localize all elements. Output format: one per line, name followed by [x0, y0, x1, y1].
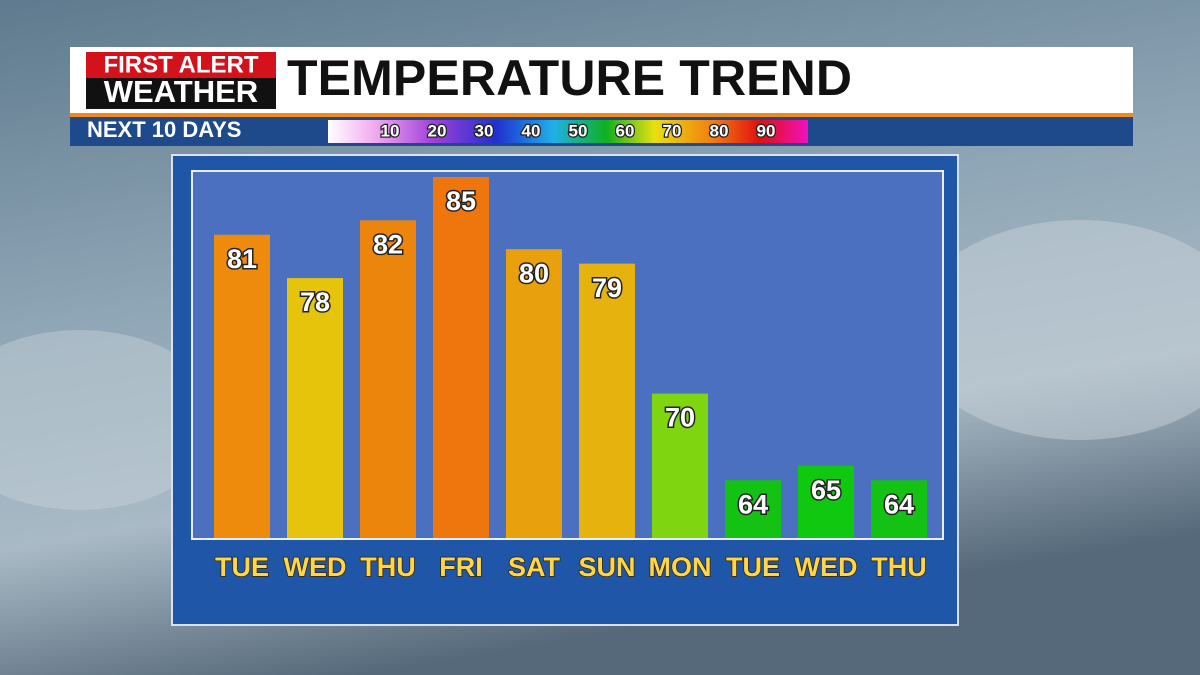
accent-line [70, 113, 1133, 117]
bar [652, 393, 708, 538]
bar [360, 220, 416, 538]
scale-label: 80 [710, 121, 729, 140]
value-label: 70 [665, 403, 695, 433]
scale-label: 60 [616, 121, 635, 140]
logo-top [86, 52, 276, 78]
x-tick-label: TUE [726, 552, 780, 582]
x-tick-label: THU [871, 552, 927, 582]
cloud [910, 220, 1200, 440]
x-tick-label: WED [795, 552, 858, 582]
value-label: 80 [519, 258, 549, 288]
x-tick-label: TUE [215, 552, 269, 582]
value-label: 79 [592, 273, 622, 303]
bar [214, 234, 270, 538]
scale-label: 20 [428, 121, 447, 140]
value-label: 82 [373, 229, 403, 259]
x-tick-label: MON [649, 552, 712, 582]
value-label: 78 [300, 287, 330, 317]
color-scale [328, 120, 808, 143]
bar [433, 177, 489, 538]
x-tick-label: THU [360, 552, 416, 582]
logo-line2: WEATHER [104, 74, 258, 109]
bar [871, 480, 927, 538]
scale-label: 40 [522, 121, 541, 140]
x-tick-label: WED [284, 552, 347, 582]
value-label: 65 [811, 475, 841, 505]
scale-label: 50 [569, 121, 588, 140]
chart-title: TEMPERATURE TREND [287, 50, 852, 106]
cloud [0, 330, 220, 510]
scale-label: 10 [381, 121, 400, 140]
bar [287, 278, 343, 538]
logo-line1: FIRST ALERT [103, 51, 258, 78]
bar [798, 465, 854, 538]
bar [506, 249, 562, 538]
value-label: 85 [446, 186, 476, 216]
x-tick-label: SUN [578, 552, 635, 582]
scale-label: 70 [663, 121, 682, 140]
bar [725, 480, 781, 538]
logo-bottom [86, 78, 276, 109]
value-label: 64 [884, 489, 914, 519]
x-tick-label: FRI [439, 552, 483, 582]
x-tick-label: SAT [508, 552, 561, 582]
scale-label: 30 [475, 121, 494, 140]
scale-label: 90 [757, 121, 776, 140]
bar [579, 263, 635, 538]
value-label: 64 [738, 489, 768, 519]
chart-subtitle: NEXT 10 DAYS [87, 117, 241, 142]
value-label: 81 [227, 244, 257, 274]
